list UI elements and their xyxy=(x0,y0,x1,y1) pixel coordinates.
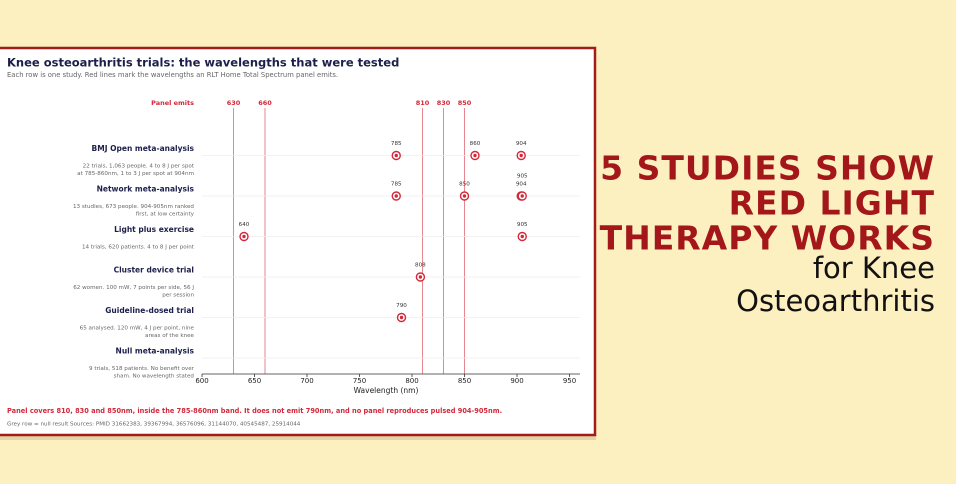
x-tick-label: 700 xyxy=(300,377,313,385)
row-note: 22 trials, 1,063 people. 4 to 8 J per sp… xyxy=(83,164,195,170)
point-label: 850 xyxy=(459,182,470,188)
row-note: 9 trials, 518 patients. No benefit over xyxy=(89,366,195,372)
x-tick-label: 900 xyxy=(510,377,523,385)
x-tick-label: 800 xyxy=(405,377,418,385)
row-note: at 785-860nm, 1 to 3 J per spot at 904nm xyxy=(77,171,194,177)
panel-label: Panel emits xyxy=(151,99,194,107)
row-note: 13 studies, 673 people. 904-905nm ranked xyxy=(73,204,194,210)
row-note: 62 women. 100 mW, 7 points per side, 56 … xyxy=(73,285,194,291)
headline-subline: Osteoarthritis xyxy=(736,284,935,318)
data-point-center xyxy=(242,234,246,239)
x-axis-label: Wavelength (nm) xyxy=(354,386,419,395)
panel-wavelength-label: 830 xyxy=(437,99,451,107)
point-label: 905 xyxy=(517,174,528,180)
point-label: 790 xyxy=(396,303,407,309)
headline-line: 5 STUDIES SHOW xyxy=(600,149,935,188)
headline-line: RED LIGHT xyxy=(729,184,935,223)
data-point-center xyxy=(473,153,477,158)
row-label: Network meta-analysis xyxy=(97,185,195,194)
row-note: first, at low certainty xyxy=(136,212,195,218)
x-tick-label: 750 xyxy=(353,377,366,385)
point-label: 785 xyxy=(391,182,402,188)
row-label: Cluster device trial xyxy=(114,266,194,275)
row-note: 65 analysed. 120 mW, 4 J per point, nine xyxy=(80,326,195,332)
row-note: areas of the knee xyxy=(145,333,195,339)
panel-wavelength-label: 850 xyxy=(458,99,472,107)
point-label: 904 xyxy=(516,182,527,188)
chart-card xyxy=(0,46,597,437)
row-note: per session xyxy=(162,293,194,299)
x-tick-label: 600 xyxy=(195,377,208,385)
data-point-center xyxy=(520,234,524,239)
panel-wavelength-label: 660 xyxy=(258,99,272,107)
x-tick-label: 850 xyxy=(458,377,471,385)
point-label: 905 xyxy=(517,222,528,228)
data-point-center xyxy=(399,315,404,320)
chart-title: Knee osteoarthritis trials: the waveleng… xyxy=(7,56,399,70)
x-tick-label: 950 xyxy=(563,377,576,385)
data-point-center xyxy=(418,275,423,279)
headline-line: THERAPY WORKS xyxy=(600,219,935,258)
row-label: BMJ Open meta-analysis xyxy=(92,144,195,153)
data-point-center xyxy=(394,194,398,198)
row-note: 14 trials, 620 patients. 4 to 8 J per po… xyxy=(82,245,195,251)
x-tick-label: 650 xyxy=(248,377,261,385)
row-label: Guideline-dosed trial xyxy=(105,306,194,315)
panel-wavelength-label: 630 xyxy=(227,99,241,107)
data-point-center xyxy=(520,194,524,198)
source: Grey row = null result Sources: PMID 316… xyxy=(7,422,301,428)
footnote: Panel covers 810, 830 and 850nm, inside … xyxy=(7,407,502,415)
data-point-center xyxy=(519,153,523,158)
data-point-center xyxy=(462,194,467,198)
point-label: 860 xyxy=(470,141,481,147)
chart-subtitle: Each row is one study. Red lines mark th… xyxy=(7,71,338,79)
data-point-center xyxy=(394,153,398,158)
row-label: Null meta-analysis xyxy=(116,347,195,356)
row-note: sham. No wavelength stated xyxy=(114,374,195,380)
headline-subline: for Knee xyxy=(813,251,935,285)
point-label: 808 xyxy=(415,263,426,269)
point-label: 785 xyxy=(391,141,402,147)
point-label: 904 xyxy=(516,141,527,147)
point-label: 640 xyxy=(239,222,250,228)
row-label: Light plus exercise xyxy=(114,225,194,234)
panel-wavelength-label: 810 xyxy=(416,99,430,107)
